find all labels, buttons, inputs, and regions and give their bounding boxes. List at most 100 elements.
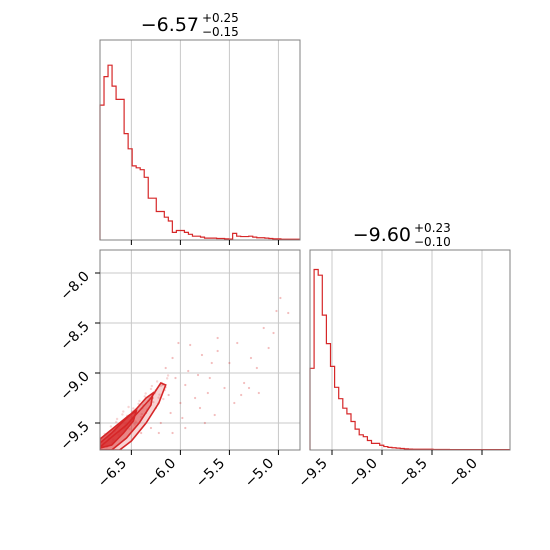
- scatter-point: [272, 331, 275, 335]
- scatter-point: [150, 384, 154, 388]
- scatter-point: [164, 366, 167, 370]
- scatter-point: [236, 341, 239, 345]
- density-contour: [100, 409, 138, 449]
- scatter-point: [210, 361, 213, 365]
- scatter-point: [165, 377, 169, 380]
- scatter-point: [149, 426, 153, 430]
- scatter-point: [216, 336, 219, 340]
- scatter-point: [233, 401, 236, 405]
- panel-bottom-left-2d: −6.5 −6.0 −5.5 −5.0 −9.5 −9.0 −8.5 −8.0: [57, 249, 301, 491]
- top-left-title-value: −6.57: [141, 14, 199, 36]
- scatter-point: [177, 341, 180, 345]
- bottom-right-title-lower: −0.10: [414, 235, 451, 249]
- bottom-left-frame: [99, 249, 301, 451]
- y-tick-label: −8.5: [57, 319, 92, 354]
- scatter-point: [162, 397, 165, 401]
- scatter-point: [228, 361, 231, 365]
- scatter-point: [134, 420, 137, 423]
- scatter-point: [152, 400, 155, 404]
- bottom-right-title-value: −9.60: [353, 224, 411, 246]
- bottom-right-xticks: −9.5 −9.0 −8.5 −8.0: [295, 450, 483, 491]
- bottom-left-grid: [100, 250, 300, 450]
- scatter-point: [159, 384, 163, 388]
- bottom-right-title-upper: +0.23: [414, 221, 451, 235]
- top-left-histogram-line: [99, 64, 300, 240]
- scatter-point: [179, 401, 182, 405]
- top-left-title-lower: −0.15: [202, 25, 239, 39]
- x-tick-label: −6.5: [95, 456, 130, 491]
- scatter-point: [216, 349, 219, 353]
- scatter-point: [171, 356, 174, 360]
- scatter-point: [115, 420, 118, 424]
- top-left-title-upper: +0.25: [202, 11, 239, 25]
- scatter-point: [240, 393, 243, 397]
- scatter-point: [184, 383, 187, 387]
- scatter-point: [157, 431, 160, 435]
- scatter-point: [127, 405, 130, 409]
- scatter-point: [128, 427, 131, 431]
- scatter-point: [279, 296, 282, 300]
- scatter-point: [189, 343, 192, 347]
- panel-bottom-right-histogram: −9.5 −9.0 −8.5 −8.0 −9.60 +0.23 −0.10: [295, 221, 511, 491]
- scatter-point: [171, 431, 174, 435]
- scatter-point: [157, 396, 160, 399]
- scatter-point: [275, 309, 278, 313]
- scatter-point: [223, 386, 226, 390]
- scatter-point: [132, 407, 135, 410]
- scatter-point: [287, 311, 290, 315]
- scatter-point: [267, 346, 270, 350]
- scatter-point: [167, 393, 170, 397]
- scatter-point: [109, 425, 113, 428]
- scatter-point: [262, 326, 265, 330]
- scatter-point: [140, 412, 144, 416]
- scatter-point: [249, 356, 253, 360]
- scatter-point: [174, 376, 177, 380]
- scatter-point: [143, 395, 146, 398]
- scatter-point: [155, 380, 159, 383]
- scatter-point: [99, 456, 101, 458]
- bottom-right-histogram-line: [309, 268, 510, 451]
- x-tick-label: −9.0: [345, 456, 380, 491]
- x-tick-label: −9.5: [295, 456, 330, 491]
- scatter-point: [100, 453, 102, 455]
- x-tick-label: −6.0: [144, 456, 179, 491]
- x-tick-label: −5.0: [242, 456, 277, 491]
- scatter-point: [247, 386, 251, 390]
- y-tick-label: −9.0: [57, 369, 92, 404]
- x-tick-label: −8.0: [445, 456, 480, 491]
- scatter-point: [187, 369, 190, 373]
- scatter-point: [139, 415, 143, 419]
- scatter-point: [158, 393, 161, 396]
- y-tick-label: −9.5: [57, 419, 92, 454]
- scatter-point: [137, 402, 140, 406]
- scatter-point: [193, 396, 197, 400]
- scatter-point: [206, 391, 209, 395]
- scatter-point: [213, 413, 216, 417]
- scatter-point: [200, 353, 204, 357]
- y-tick-label: −8.0: [57, 269, 92, 304]
- scatter-point: [169, 411, 172, 415]
- panel-top-left-histogram: −6.57 +0.25 −0.15: [99, 11, 301, 245]
- scatter-point: [208, 376, 211, 380]
- top-left-frame: [99, 39, 301, 241]
- bottom-left-xticks: −6.5 −6.0 −5.5 −5.0: [95, 450, 279, 491]
- scatter-point: [144, 392, 147, 395]
- scatter-point: [115, 417, 119, 421]
- x-tick-label: −8.5: [395, 456, 430, 491]
- x-tick-label: −5.5: [193, 456, 228, 491]
- scatter-point: [133, 423, 136, 426]
- bottom-left-contours: [100, 382, 167, 450]
- scatter-point: [203, 421, 207, 425]
- scatter-point: [184, 426, 187, 430]
- bottom-left-yticks: −9.5 −9.0 −8.5 −8.0: [57, 269, 100, 454]
- scatter-point: [140, 431, 143, 435]
- scatter-point: [243, 381, 246, 385]
- scatter-point: [159, 421, 162, 425]
- top-left-xticks: [130, 240, 279, 245]
- bottom-right-grid: [331, 250, 483, 450]
- scatter-point: [122, 410, 125, 413]
- scatter-point: [257, 391, 260, 395]
- scatter-point: [121, 413, 124, 416]
- bottom-right-frame: [309, 249, 511, 451]
